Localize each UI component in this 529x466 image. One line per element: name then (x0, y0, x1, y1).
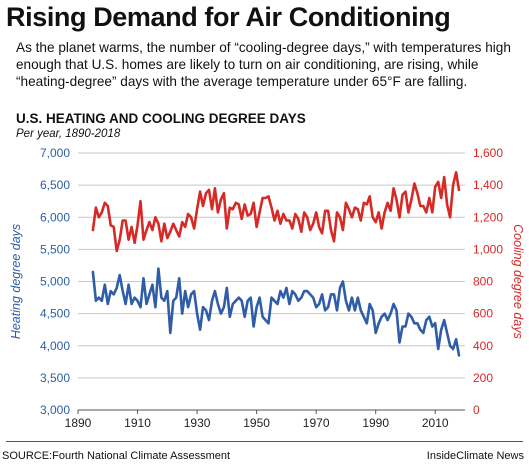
x-tick-label: 1930 (184, 416, 211, 430)
x-tick-label: 1970 (303, 416, 330, 430)
y-right-tick-label: 1,000 (473, 242, 503, 256)
chart-subtitle: Per year, 1890-2018 (16, 128, 121, 140)
x-tick-label: 1950 (243, 416, 270, 430)
y-right-axis-title: Cooling degree days (511, 224, 525, 339)
page-subtitle: As the planet warms, the number of “cool… (16, 40, 511, 89)
chart-title: U.S. HEATING AND COOLING DEGREE DAYS (16, 111, 306, 126)
x-tick-label: 1910 (124, 416, 151, 430)
heating-series-line (91, 267, 461, 357)
y-right-tick-label: 0 (473, 403, 480, 417)
cooling-series-line (91, 171, 461, 253)
y-right-tick-label: 1,400 (473, 178, 503, 192)
y-left-axis-title: Heating degree days (9, 224, 23, 339)
y-left-tick-label: 4,000 (40, 339, 70, 353)
y-right-tick-label: 200 (473, 371, 493, 385)
y-right-tick-label: 1,200 (473, 210, 503, 224)
y-left-tick-label: 3,500 (40, 371, 70, 385)
y-left-tick-label: 3,000 (40, 403, 70, 417)
x-tick-label: 2010 (422, 416, 449, 430)
x-tick-label: 1990 (362, 416, 389, 430)
y-right-tick-label: 400 (473, 339, 493, 353)
y-left-tick-label: 7,000 (40, 146, 70, 160)
y-left-tick-label: 5,000 (40, 275, 70, 289)
footer-divider (6, 441, 523, 442)
y-left-tick-label: 5,500 (40, 242, 70, 256)
source-note: SOURCE:Fourth National Climate Assessmen… (2, 450, 231, 462)
y-right-tick-label: 600 (473, 307, 493, 321)
y-left-tick-label: 4,500 (40, 307, 70, 321)
y-left-tick-label: 6,500 (40, 178, 70, 192)
y-right-tick-label: 800 (473, 275, 493, 289)
credit-note: InsideClimate News (426, 450, 524, 462)
x-tick-label: 1890 (65, 416, 92, 430)
y-right-tick-label: 1,600 (473, 146, 503, 160)
y-left-tick-label: 6,000 (40, 210, 70, 224)
page-title: Rising Demand for Air Conditioning (6, 2, 451, 32)
